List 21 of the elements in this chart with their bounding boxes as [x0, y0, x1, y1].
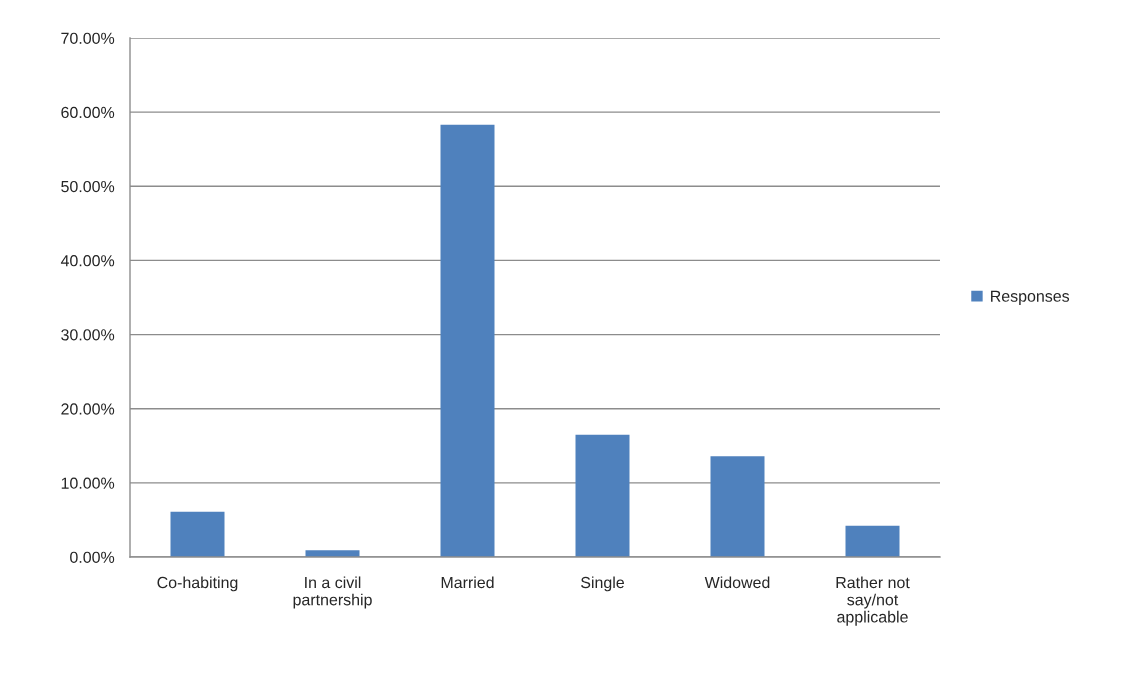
x-tick-label: Married — [441, 576, 494, 589]
x-tick-label: In a civil partnership — [293, 576, 372, 609]
x-tick-label: Widowed — [704, 576, 770, 589]
x-tick-label: Co-habiting — [157, 576, 238, 592]
y-tick-label: 10.00% — [61, 477, 115, 489]
y-tick-label: 50.00% — [61, 180, 115, 193]
bar — [170, 511, 225, 557]
legend-label: Responses — [991, 290, 1070, 305]
x-tick-label: Rather not say/not applicable — [836, 576, 910, 626]
y-tick-label: 60.00% — [61, 106, 115, 119]
y-tick-label: 30.00% — [61, 329, 115, 341]
bar — [305, 550, 360, 557]
y-tick-label: 20.00% — [61, 403, 115, 415]
y-tick-label: 40.00% — [60, 255, 115, 267]
bar — [845, 525, 900, 557]
x-tick-label: Single — [581, 576, 624, 592]
bar — [710, 456, 765, 557]
y-tick-label: 0.00% — [70, 551, 115, 563]
bar — [575, 434, 630, 557]
bar — [440, 124, 495, 557]
y-tick-label: 70.00% — [61, 32, 115, 44]
